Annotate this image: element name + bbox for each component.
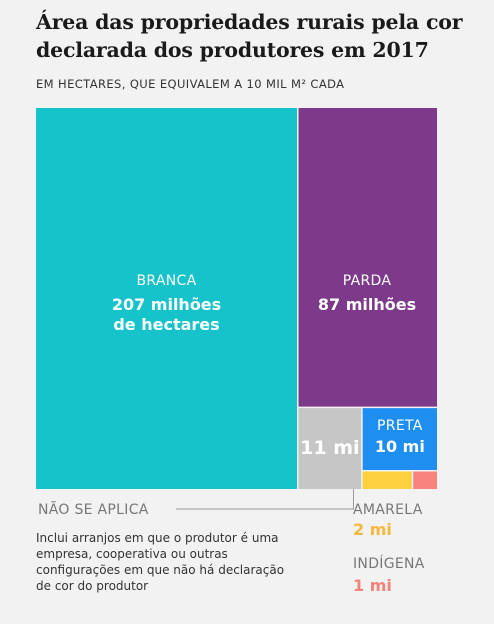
segment-amarela: [362, 471, 412, 489]
label-parda-name: PARDA: [343, 273, 392, 289]
label-nao-se-aplica-value: 11 mi: [300, 437, 359, 459]
label-indigena-value: 1 mi: [353, 576, 392, 595]
label-indigena-name: INDÍGENA: [353, 555, 425, 572]
segment-branca: [36, 108, 298, 489]
segment-preta: [362, 408, 437, 470]
label-branca-name: BRANCA: [137, 273, 197, 289]
label-amarela-name: AMARELA: [353, 502, 423, 518]
label-branca-value: 207 milhões: [112, 295, 221, 314]
label-parda-value: 87 milhões: [318, 295, 416, 314]
label-branca-value-2: de hectares: [113, 315, 219, 334]
label-preta-name: PRETA: [377, 418, 423, 434]
label-amarela-value: 2 mi: [353, 520, 392, 539]
nao-se-aplica-note: Inclui arranjos em que o produtor é uma …: [36, 531, 285, 593]
segment-parda: [298, 108, 437, 407]
label-nao-se-aplica-name: NÃO SE APLICA: [38, 501, 149, 518]
segment-indigena: [413, 471, 437, 489]
chart-subtitle: EM HECTARES, QUE EQUIVALEM A 10 MIL M² C…: [36, 77, 345, 91]
nao-se-aplica-connector: [176, 489, 354, 510]
chart-title: Área das propriedades rurais pela cor de…: [36, 10, 463, 62]
segment-nao-se-aplica: [298, 408, 362, 489]
label-preta-value: 10 mi: [375, 437, 425, 456]
